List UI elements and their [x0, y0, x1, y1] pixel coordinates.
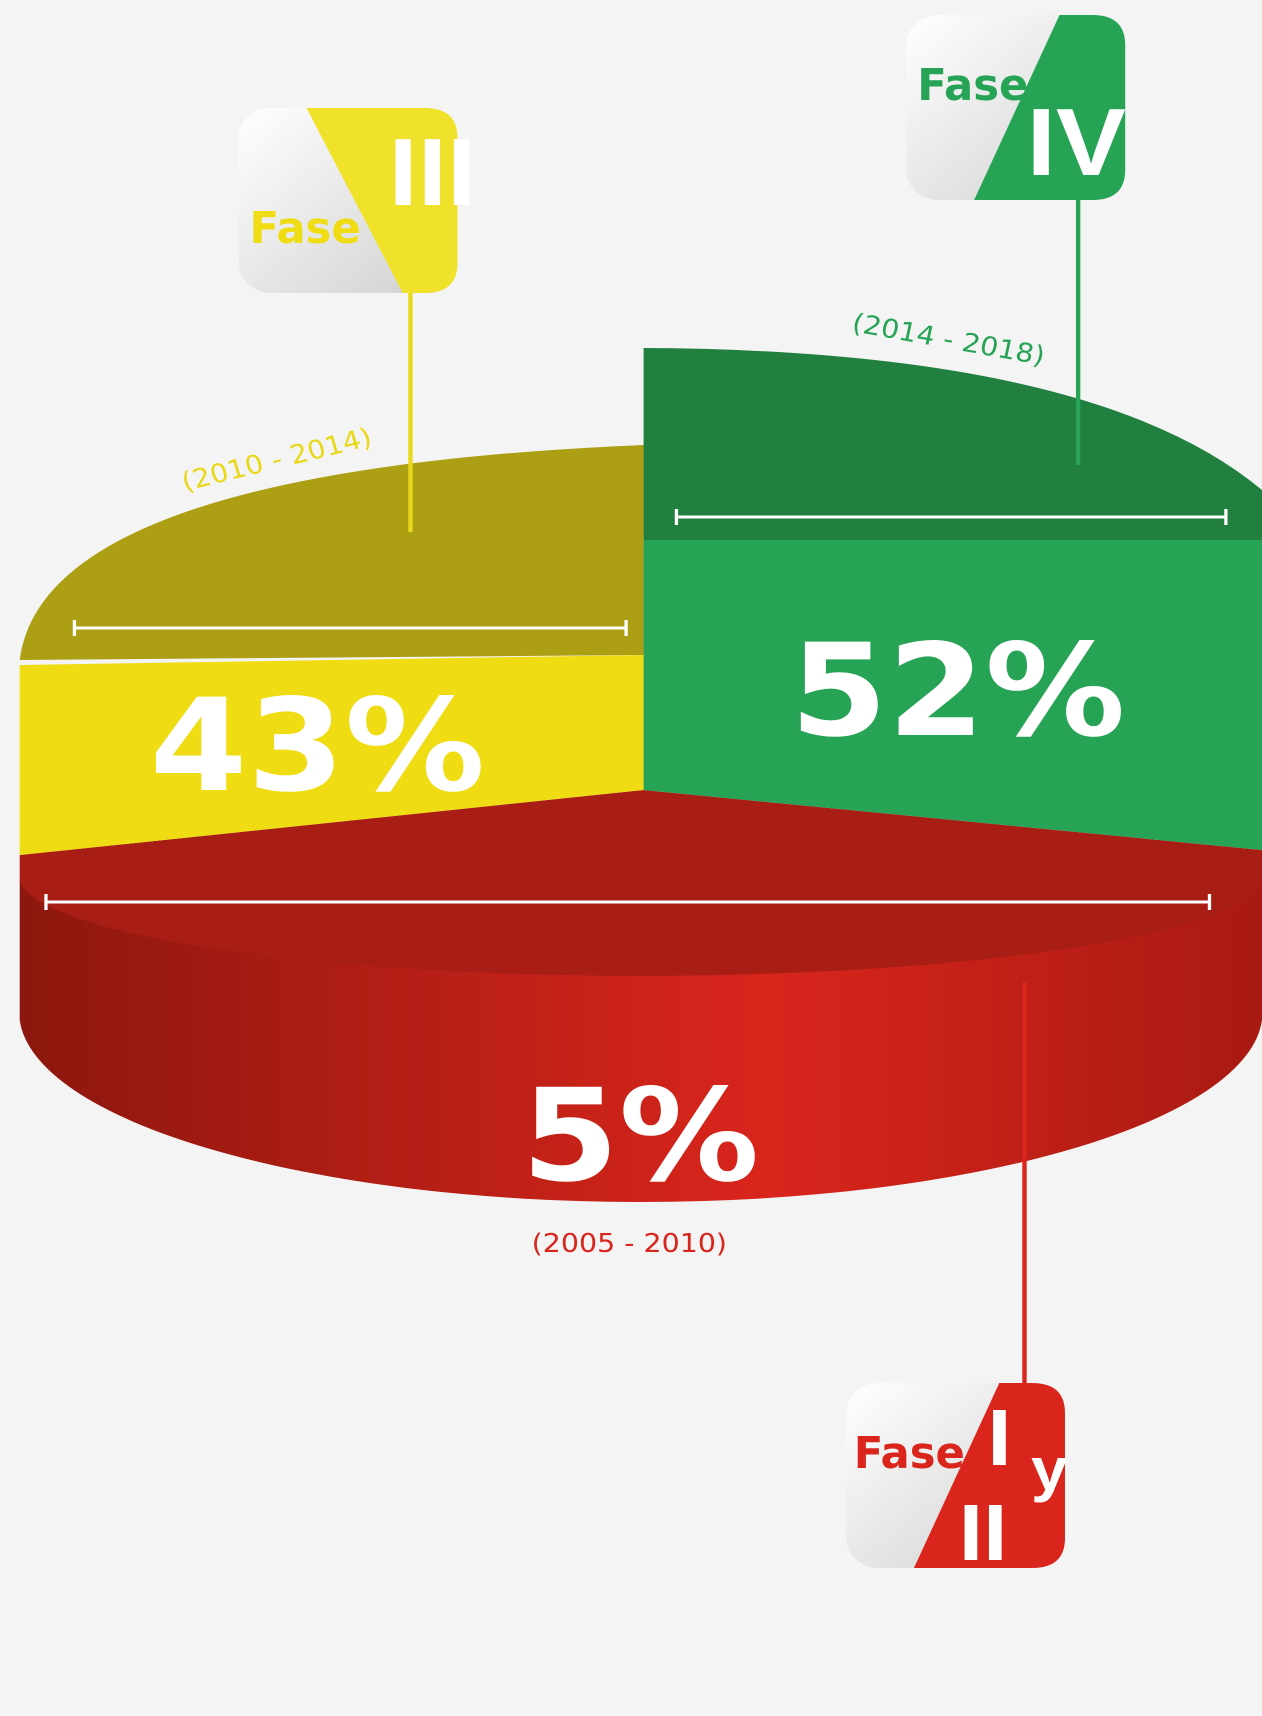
green-front	[643, 540, 1262, 850]
phase-numeral: II	[959, 1488, 1008, 1578]
phase-numeral: IV	[1027, 89, 1126, 196]
phase-numeral: III	[389, 119, 477, 226]
green-top	[643, 348, 1262, 540]
phase-word: Fase	[917, 59, 1028, 111]
phase-numeral: I	[987, 1393, 1011, 1483]
badge: I y II Fase	[846, 1383, 1068, 1577]
whiskers	[44, 509, 1228, 910]
yellow-front	[19, 655, 644, 855]
badge: III Fase	[238, 108, 477, 293]
phase-word: Fase	[854, 1427, 965, 1479]
yellow-top	[19, 445, 644, 660]
share-label: 52%	[790, 616, 1125, 766]
period-label: (2005 - 2010)	[532, 1229, 727, 1259]
phase-word: Fase	[250, 202, 361, 254]
share-label: 5%	[521, 1061, 759, 1211]
phase-joiner: y	[1031, 1437, 1068, 1504]
share-label: 43%	[150, 671, 485, 821]
badge: IV Fase	[906, 15, 1126, 200]
red-top	[19, 790, 1262, 976]
